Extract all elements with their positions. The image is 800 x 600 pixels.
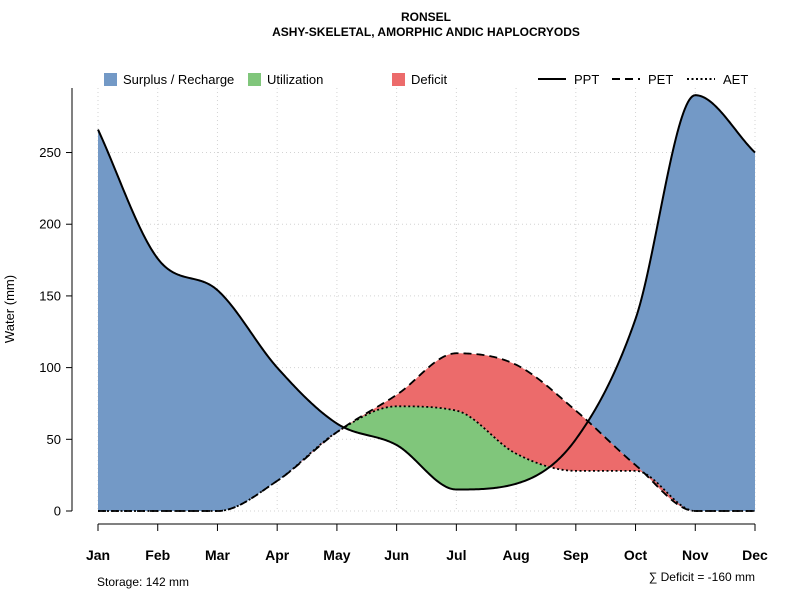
x-tick-label-sep: Sep <box>563 547 589 563</box>
y-tick-label-50: 50 <box>47 432 61 447</box>
x-tick-label-jul: Jul <box>446 547 466 563</box>
y-tick-label-0: 0 <box>54 504 61 519</box>
legend-label-aet: AET <box>723 72 748 87</box>
chart-subtitle: ASHY-SKELETAL, AMORPHIC ANDIC HAPLOCRYOD… <box>272 25 580 39</box>
x-tick-label-feb: Feb <box>145 547 170 563</box>
legend-label-utilization: Utilization <box>267 72 323 87</box>
legend-swatch-utilization <box>248 73 261 86</box>
legend-swatch-surplus-recharge <box>104 73 117 86</box>
x-tick-label-dec: Dec <box>742 547 768 563</box>
y-tick-label-150: 150 <box>39 288 61 303</box>
legend-label-ppt: PPT <box>574 72 599 87</box>
y-axis-label: Water (mm) <box>2 275 17 343</box>
y-tick-label-100: 100 <box>39 360 61 375</box>
aet-line <box>98 405 755 512</box>
x-tick-label-oct: Oct <box>624 547 648 563</box>
legend: Surplus / Recharge Utilization Deficit PPT P… <box>104 72 748 87</box>
x-tick-label-aug: Aug <box>502 547 529 563</box>
y-tick-label-250: 250 <box>39 145 61 160</box>
axis-layer: 0 50 100 150 200 250 Jan Feb Mar Apr May Jun Jul Aug S… <box>39 88 768 563</box>
legend-label-surplus-recharge: Surplus / Recharge <box>123 72 234 87</box>
storage-annotation: Storage: 142 mm <box>97 575 189 589</box>
line-layer <box>97 94 756 512</box>
legend-swatch-deficit <box>392 73 405 86</box>
legend-label-deficit: Deficit <box>411 72 448 87</box>
x-tick-label-nov: Nov <box>682 547 709 563</box>
y-tick-label-200: 200 <box>39 217 61 232</box>
ppt-line <box>97 94 756 491</box>
deficit-area <box>98 353 755 511</box>
x-tick-label-jan: Jan <box>86 547 110 563</box>
chart-title: RONSEL <box>401 10 451 24</box>
utilization-area <box>98 406 755 511</box>
legend-label-pet: PET <box>648 72 673 87</box>
area-layer <box>98 95 755 512</box>
surplus-recharge-area <box>98 95 755 512</box>
x-tick-label-mar: Mar <box>205 547 230 563</box>
x-tick-label-apr: Apr <box>265 547 290 563</box>
x-tick-label-may: May <box>323 547 350 563</box>
x-tick-label-jun: Jun <box>384 547 409 563</box>
deficit-annotation: ∑ Deficit = -160 mm <box>649 570 755 584</box>
